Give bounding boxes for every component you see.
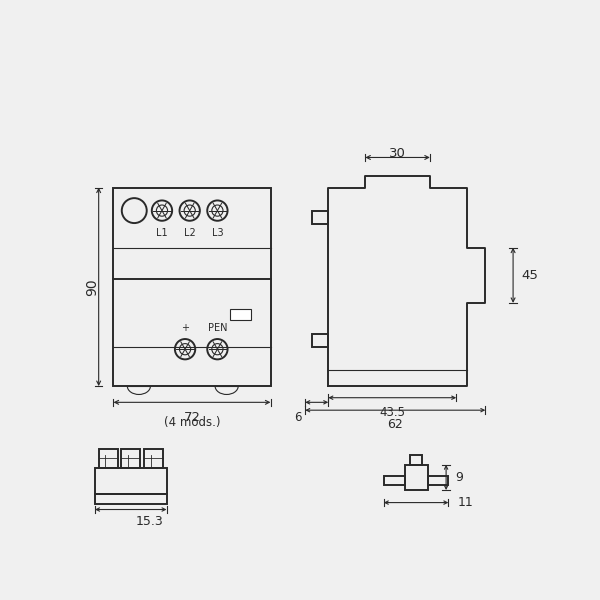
Text: (4 mods.): (4 mods.) <box>164 416 220 429</box>
Text: L1: L1 <box>156 228 168 238</box>
Text: 62: 62 <box>388 419 403 431</box>
Bar <box>428 476 448 485</box>
Bar <box>410 455 422 464</box>
Text: 15.3: 15.3 <box>136 515 163 528</box>
Text: +: + <box>181 323 189 334</box>
Text: 72: 72 <box>184 410 200 424</box>
Text: L2: L2 <box>184 228 196 238</box>
Text: PEN: PEN <box>208 323 227 334</box>
Text: 6: 6 <box>294 410 301 424</box>
Text: 9: 9 <box>455 471 463 484</box>
Bar <box>404 464 428 490</box>
Bar <box>113 187 271 386</box>
Bar <box>121 449 140 469</box>
Text: 30: 30 <box>389 148 406 160</box>
Text: 90: 90 <box>85 278 98 296</box>
Bar <box>99 449 118 469</box>
Bar <box>384 476 404 485</box>
Bar <box>230 310 251 320</box>
Text: L3: L3 <box>212 228 223 238</box>
Bar <box>95 494 167 504</box>
Text: 11: 11 <box>458 496 473 509</box>
Bar <box>312 211 328 224</box>
Text: 45: 45 <box>521 269 538 282</box>
Bar <box>95 469 167 494</box>
Bar <box>312 334 328 347</box>
Text: 43.5: 43.5 <box>379 406 405 419</box>
Bar <box>144 449 163 469</box>
